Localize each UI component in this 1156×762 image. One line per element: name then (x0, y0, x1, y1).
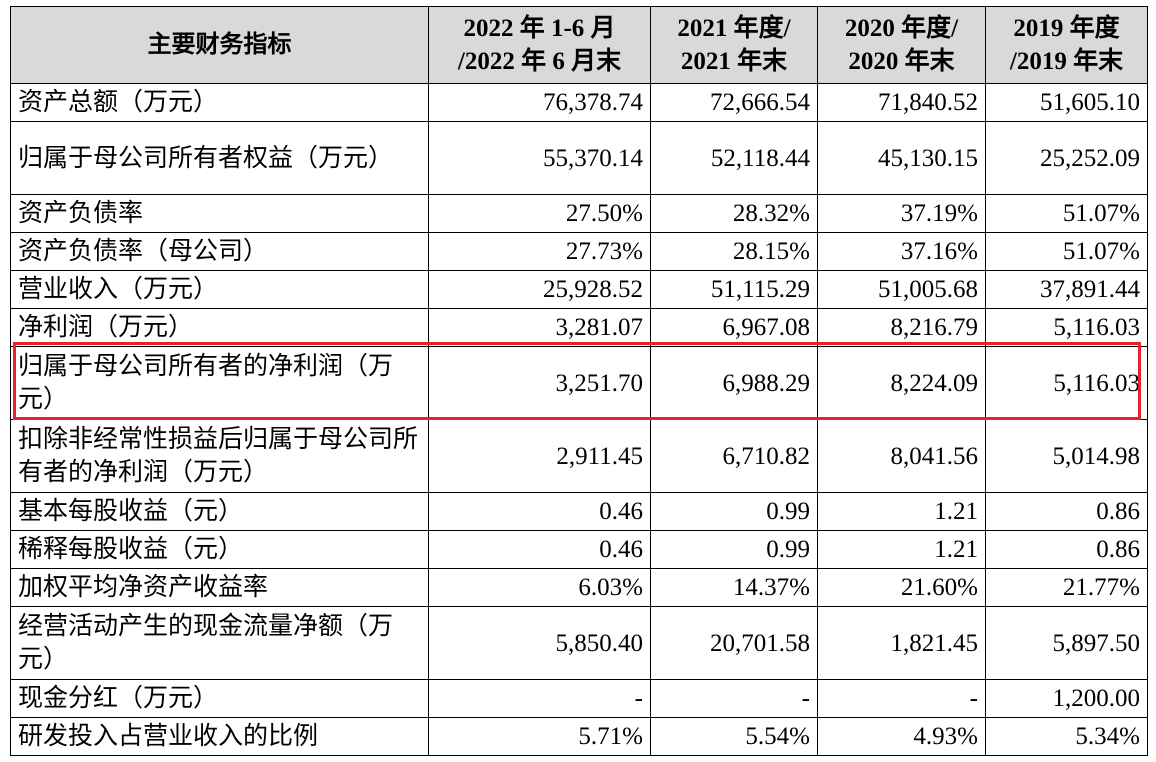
row-value: 25,928.52 (428, 270, 651, 309)
row-value: 8,216.79 (817, 308, 986, 347)
row-value: 4.93% (817, 717, 986, 756)
table-row: 经营活动产生的现金流量净额（万元） 5,850.40 20,701.58 1,821.… (10, 606, 1148, 680)
row-label: 研发投入占营业收入的比例 (10, 717, 429, 756)
table-row: 营业收入（万元） 25,928.52 51,115.29 51,005.68 37,89… (10, 270, 1148, 309)
row-value: 5.71% (428, 717, 651, 756)
row-label: 现金分红（万元） (10, 679, 429, 718)
row-value: 1.21 (817, 492, 986, 531)
row-value: 8,041.56 (817, 419, 986, 493)
row-value: 27.73% (428, 232, 651, 271)
row-value: - (817, 679, 986, 718)
row-label: 归属于母公司所有者权益（万元） (10, 121, 429, 195)
row-value: 5.34% (985, 717, 1148, 756)
row-value: 37,891.44 (985, 270, 1148, 309)
row-label: 资产负债率 (10, 194, 429, 233)
row-value: 2,911.45 (428, 419, 651, 493)
table-row: 归属于母公司所有者的净利润（万元） 3,251.70 6,988.29 8,224.0… (10, 346, 1148, 420)
row-value: 51,005.68 (817, 270, 986, 309)
header-indicator: 主要财务指标 (10, 6, 429, 84)
row-value: 76,378.74 (428, 83, 651, 122)
table-row: 研发投入占营业收入的比例 5.71% 5.54% 4.93% 5.34% (10, 717, 1148, 756)
table-row: 稀释每股收益（元） 0.46 0.99 1.21 0.86 (10, 530, 1148, 569)
row-value: 37.16% (817, 232, 986, 271)
table-row: 资产负债率 27.50% 28.32% 37.19% 51.07% (10, 194, 1148, 233)
row-value: 1.21 (817, 530, 986, 569)
row-value: - (650, 679, 818, 718)
row-value: 1,821.45 (817, 606, 986, 680)
row-value: 0.99 (650, 492, 818, 531)
row-label: 扣除非经常性损益后归属于母公司所有者的净利润（万元） (10, 419, 429, 493)
row-value: 0.86 (985, 492, 1148, 531)
row-value: 51,605.10 (985, 83, 1148, 122)
table-row: 加权平均净资产收益率 6.03% 14.37% 21.60% 21.77% (10, 568, 1148, 607)
row-value: 6.03% (428, 568, 651, 607)
row-label: 归属于母公司所有者的净利润（万元） (10, 346, 429, 420)
row-value: 5.54% (650, 717, 818, 756)
row-label: 净利润（万元） (10, 308, 429, 347)
row-value: 6,710.82 (650, 419, 818, 493)
row-value: 72,666.54 (650, 83, 818, 122)
row-value: 5,116.03 (985, 308, 1148, 347)
row-value: 14.37% (650, 568, 818, 607)
table-row: 资产总额（万元） 76,378.74 72,666.54 71,840.52 51,60… (10, 83, 1148, 122)
table-row: 扣除非经常性损益后归属于母公司所有者的净利润（万元） 2,911.45 6,710.… (10, 419, 1148, 493)
row-value: 5,897.50 (985, 606, 1148, 680)
row-label: 加权平均净资产收益率 (10, 568, 429, 607)
header-2021: 2021 年度/2021 年末 (650, 6, 818, 84)
row-value: 8,224.09 (817, 346, 986, 420)
table-row: 净利润（万元） 3,281.07 6,967.08 8,216.79 5,116.03 (10, 308, 1148, 347)
row-value: 52,118.44 (650, 121, 818, 195)
row-value: 0.86 (985, 530, 1148, 569)
row-value: 27.50% (428, 194, 651, 233)
table-row: 现金分红（万元） - - -1,200.00 (10, 679, 1148, 718)
row-value: 3,281.07 (428, 308, 651, 347)
row-value: 3,251.70 (428, 346, 651, 420)
row-value: 45,130.15 (817, 121, 986, 195)
row-value: 0.46 (428, 492, 651, 531)
row-value: 0.46 (428, 530, 651, 569)
table-row: 资产负债率（母公司） 27.73% 28.15% 37.16% 51.07% (10, 232, 1148, 271)
header-2022h1: 2022 年 1-6 月/2022 年 6 月末 (428, 6, 651, 84)
row-label: 基本每股收益（元） (10, 492, 429, 531)
header-row: 主要财务指标 2022 年 1-6 月/2022 年 6 月末 2021 年度/… (10, 6, 1148, 84)
row-label: 资产负债率（母公司） (10, 232, 429, 271)
row-value: 51,115.29 (650, 270, 818, 309)
table-row: 基本每股收益（元） 0.46 0.99 1.21 0.86 (10, 492, 1148, 531)
row-value: 37.19% (817, 194, 986, 233)
row-label: 稀释每股收益（元） (10, 530, 429, 569)
row-value: 6,967.08 (650, 308, 818, 347)
row-label: 营业收入（万元） (10, 270, 429, 309)
row-value: 5,014.98 (985, 419, 1148, 493)
header-2020: 2020 年度/2020 年末 (817, 6, 986, 84)
row-value: 21.77% (985, 568, 1148, 607)
row-value: 5,850.40 (428, 606, 651, 680)
row-value: 25,252.09 (985, 121, 1148, 195)
row-value: 0.99 (650, 530, 818, 569)
row-value: 51.07% (985, 232, 1148, 271)
row-label: 资产总额（万元） (10, 83, 429, 122)
row-value: 28.32% (650, 194, 818, 233)
row-value: 6,988.29 (650, 346, 818, 420)
financial-indicators-table: 主要财务指标 2022 年 1-6 月/2022 年 6 月末 2021 年度/… (10, 6, 1148, 756)
row-value: 1,200.00 (985, 679, 1148, 718)
financial-table-container: 主要财务指标 2022 年 1-6 月/2022 年 6 月末 2021 年度/… (10, 6, 1148, 756)
row-value: 21.60% (817, 568, 986, 607)
row-value: 51.07% (985, 194, 1148, 233)
row-label: 经营活动产生的现金流量净额（万元） (10, 606, 429, 680)
row-value: 71,840.52 (817, 83, 986, 122)
header-2019: 2019 年度/2019 年末 (985, 6, 1148, 84)
table-row: 归属于母公司所有者权益（万元） 55,370.14 52,118.44 45,130.… (10, 121, 1148, 195)
row-value: - (428, 679, 651, 718)
row-value: 20,701.58 (650, 606, 818, 680)
row-value: 28.15% (650, 232, 818, 271)
row-value: 55,370.14 (428, 121, 651, 195)
row-value: 5,116.03 (985, 346, 1148, 420)
